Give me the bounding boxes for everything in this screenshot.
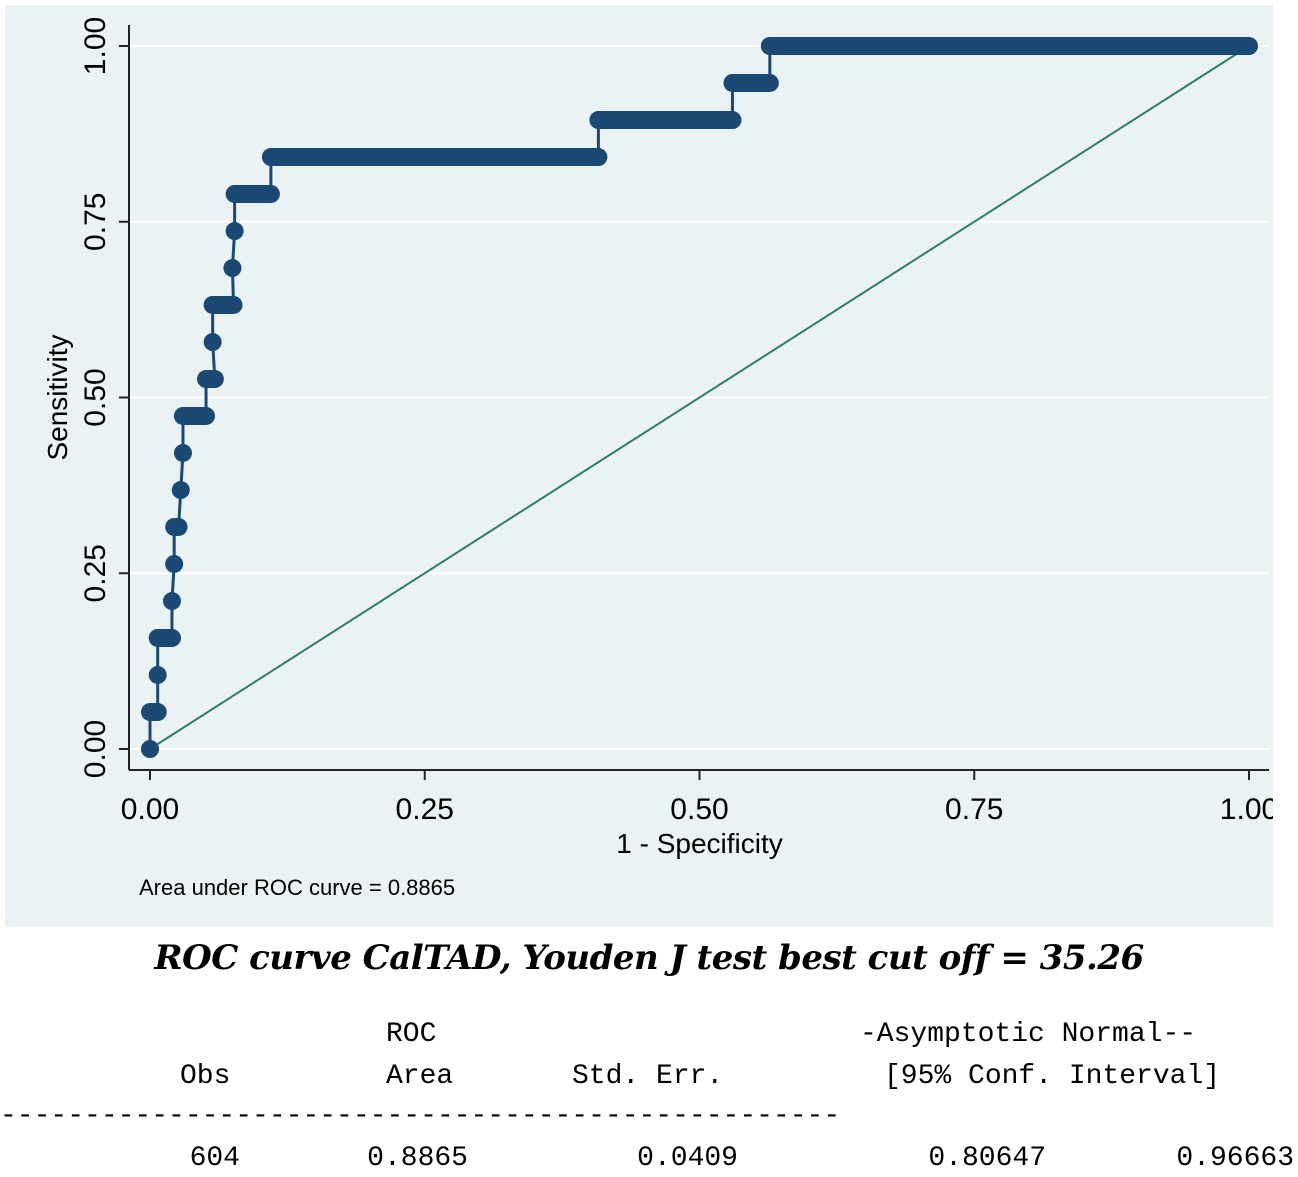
y-axis-title: Sensitivity [42, 334, 73, 460]
y-tick-label: 0.00 [79, 720, 112, 778]
figure-caption: ROC curve CalTAD, Youden J test best cut… [154, 938, 1144, 978]
tick-labels: 0.00 0.25 0.50 0.75 1.00 0.00 0.25 0.50 0.75 1.00 [79, 17, 1273, 826]
roc-point [165, 554, 184, 573]
y-tick-label: 1.00 [79, 17, 112, 75]
roc-point [223, 259, 242, 278]
header-asymptotic: -Asymptotic Normal-- [860, 1019, 1197, 1050]
roc-chart: 0.00 0.25 0.50 0.75 1.00 0.00 0.25 0.50 0.75 1.00… [42, 17, 1273, 859]
value-lower-ci: 0.80647 [928, 1143, 1046, 1174]
x-tick-label: 0.00 [121, 793, 179, 826]
header-roc: ROC [386, 1019, 437, 1050]
roc-point [171, 481, 190, 500]
value-upper-ci: 0.96663 [1176, 1143, 1294, 1174]
x-tick-label: 0.75 [945, 793, 1003, 826]
x-tick-label: 1.00 [1220, 793, 1273, 826]
value-area: 0.8865 [367, 1143, 468, 1174]
reference-line [149, 45, 1250, 750]
y-tick-label: 0.25 [79, 544, 112, 602]
y-tick-label: 0.75 [79, 193, 112, 251]
roc-point [162, 592, 181, 611]
chart-panel: 0.00 0.25 0.50 0.75 1.00 0.00 0.25 0.50 0.75 1.00… [5, 5, 1273, 927]
roc-point [148, 665, 167, 684]
header-area: Area [386, 1061, 454, 1092]
x-tick-label: 0.25 [396, 793, 454, 826]
header-conf-interval: [95% Conf. Interval] [884, 1061, 1221, 1092]
roc-point [173, 443, 192, 462]
auc-note: Area under ROC curve = 0.8865 [139, 875, 456, 900]
axes [119, 25, 1269, 780]
roc-point [203, 333, 222, 352]
x-axis-title: 1 - Specificity [616, 828, 783, 859]
stats-table: ROC -Asymptotic Normal-- Obs Area Std. E… [0, 1015, 1298, 1177]
roc-point [225, 222, 244, 241]
table-divider: ----------------------------------------… [0, 1101, 841, 1132]
reference-diagonal [149, 45, 1250, 750]
value-stderr: 0.0409 [637, 1143, 738, 1174]
y-tick-label: 0.50 [79, 368, 112, 426]
header-obs: Obs [180, 1061, 231, 1092]
roc-curve [141, 37, 1258, 758]
roc-point [141, 740, 159, 758]
header-stderr: Std. Err. [572, 1061, 724, 1092]
value-obs: 604 [189, 1143, 240, 1174]
x-tick-label: 0.50 [670, 793, 728, 826]
